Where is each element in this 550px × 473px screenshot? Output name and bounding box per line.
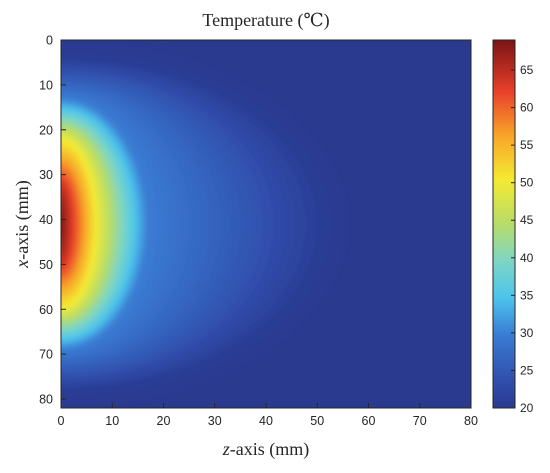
y-tick-label: 40 <box>39 213 53 227</box>
y-tick-label: 50 <box>39 258 53 272</box>
colorbar-tick-label: 35 <box>520 288 534 302</box>
heat-contours <box>61 40 348 408</box>
x-axis-ticks: 0 10 20 30 40 50 60 70 80 <box>58 403 478 428</box>
colorbar-tick-label: 30 <box>520 326 534 340</box>
x-tick-label: 20 <box>157 414 171 428</box>
colorbar <box>492 39 516 409</box>
x-tick-label: 40 <box>259 414 273 428</box>
y-tick-label: 70 <box>39 348 53 362</box>
y-axis-ticks: 0 10 20 30 40 50 60 70 80 <box>39 34 66 407</box>
colorbar-ticks: 20 25 30 35 40 45 50 55 60 65 <box>511 63 534 415</box>
colorbar-tick-label: 60 <box>520 101 534 115</box>
x-tick-label: 70 <box>413 414 427 428</box>
colorbar-tick-label: 45 <box>520 213 534 227</box>
colorbar-tick-label: 50 <box>520 176 534 190</box>
y-tick-label: 10 <box>39 78 53 92</box>
y-tick-label: 20 <box>39 123 53 137</box>
y-tick-label: 80 <box>39 393 53 407</box>
x-tick-label: 0 <box>58 414 65 428</box>
x-tick-label: 30 <box>208 414 222 428</box>
plot-area <box>61 40 471 408</box>
x-tick-label: 50 <box>310 414 324 428</box>
y-axis-label: x-axis (mm) <box>12 180 33 268</box>
colorbar-tick-label: 55 <box>520 138 534 152</box>
y-tick-label: 0 <box>46 34 53 48</box>
colorbar-tick-label: 25 <box>520 363 534 377</box>
x-axis-label: z-axis (mm) <box>222 439 310 460</box>
colorbar-tick-label: 20 <box>520 401 534 415</box>
x-tick-label: 10 <box>105 414 119 428</box>
colorbar-tick-label: 40 <box>520 251 534 265</box>
x-tick-label: 60 <box>362 414 376 428</box>
y-tick-label: 60 <box>39 303 53 317</box>
colorbar-tick-label: 65 <box>520 63 534 77</box>
chart-title: Temperature (℃) <box>202 10 329 31</box>
y-tick-label: 30 <box>39 168 53 182</box>
x-tick-label: 80 <box>464 414 478 428</box>
